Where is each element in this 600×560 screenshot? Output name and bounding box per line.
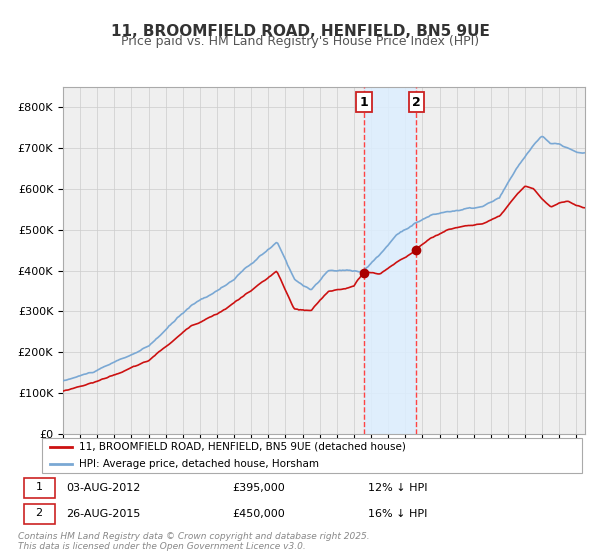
- Bar: [364, 87, 416, 434]
- Text: 11, BROOMFIELD ROAD, HENFIELD, BN5 9UE: 11, BROOMFIELD ROAD, HENFIELD, BN5 9UE: [110, 24, 490, 39]
- Text: 16% ↓ HPI: 16% ↓ HPI: [368, 509, 427, 519]
- Text: 11, BROOMFIELD ROAD, HENFIELD, BN5 9UE (detached house): 11, BROOMFIELD ROAD, HENFIELD, BN5 9UE (…: [79, 442, 406, 452]
- Text: 1: 1: [35, 482, 43, 492]
- Text: Contains HM Land Registry data © Crown copyright and database right 2025.
This d: Contains HM Land Registry data © Crown c…: [18, 532, 370, 552]
- FancyBboxPatch shape: [42, 438, 582, 473]
- Text: 1: 1: [359, 96, 368, 109]
- Text: 2: 2: [412, 96, 421, 109]
- Text: HPI: Average price, detached house, Horsham: HPI: Average price, detached house, Hors…: [79, 459, 319, 469]
- Text: 2: 2: [35, 508, 43, 519]
- Text: Price paid vs. HM Land Registry's House Price Index (HPI): Price paid vs. HM Land Registry's House …: [121, 35, 479, 48]
- Text: 12% ↓ HPI: 12% ↓ HPI: [368, 483, 427, 493]
- FancyBboxPatch shape: [23, 478, 55, 498]
- Text: £395,000: £395,000: [232, 483, 285, 493]
- Text: £450,000: £450,000: [232, 509, 285, 519]
- Text: 03-AUG-2012: 03-AUG-2012: [66, 483, 140, 493]
- FancyBboxPatch shape: [23, 504, 55, 524]
- Text: 26-AUG-2015: 26-AUG-2015: [66, 509, 140, 519]
